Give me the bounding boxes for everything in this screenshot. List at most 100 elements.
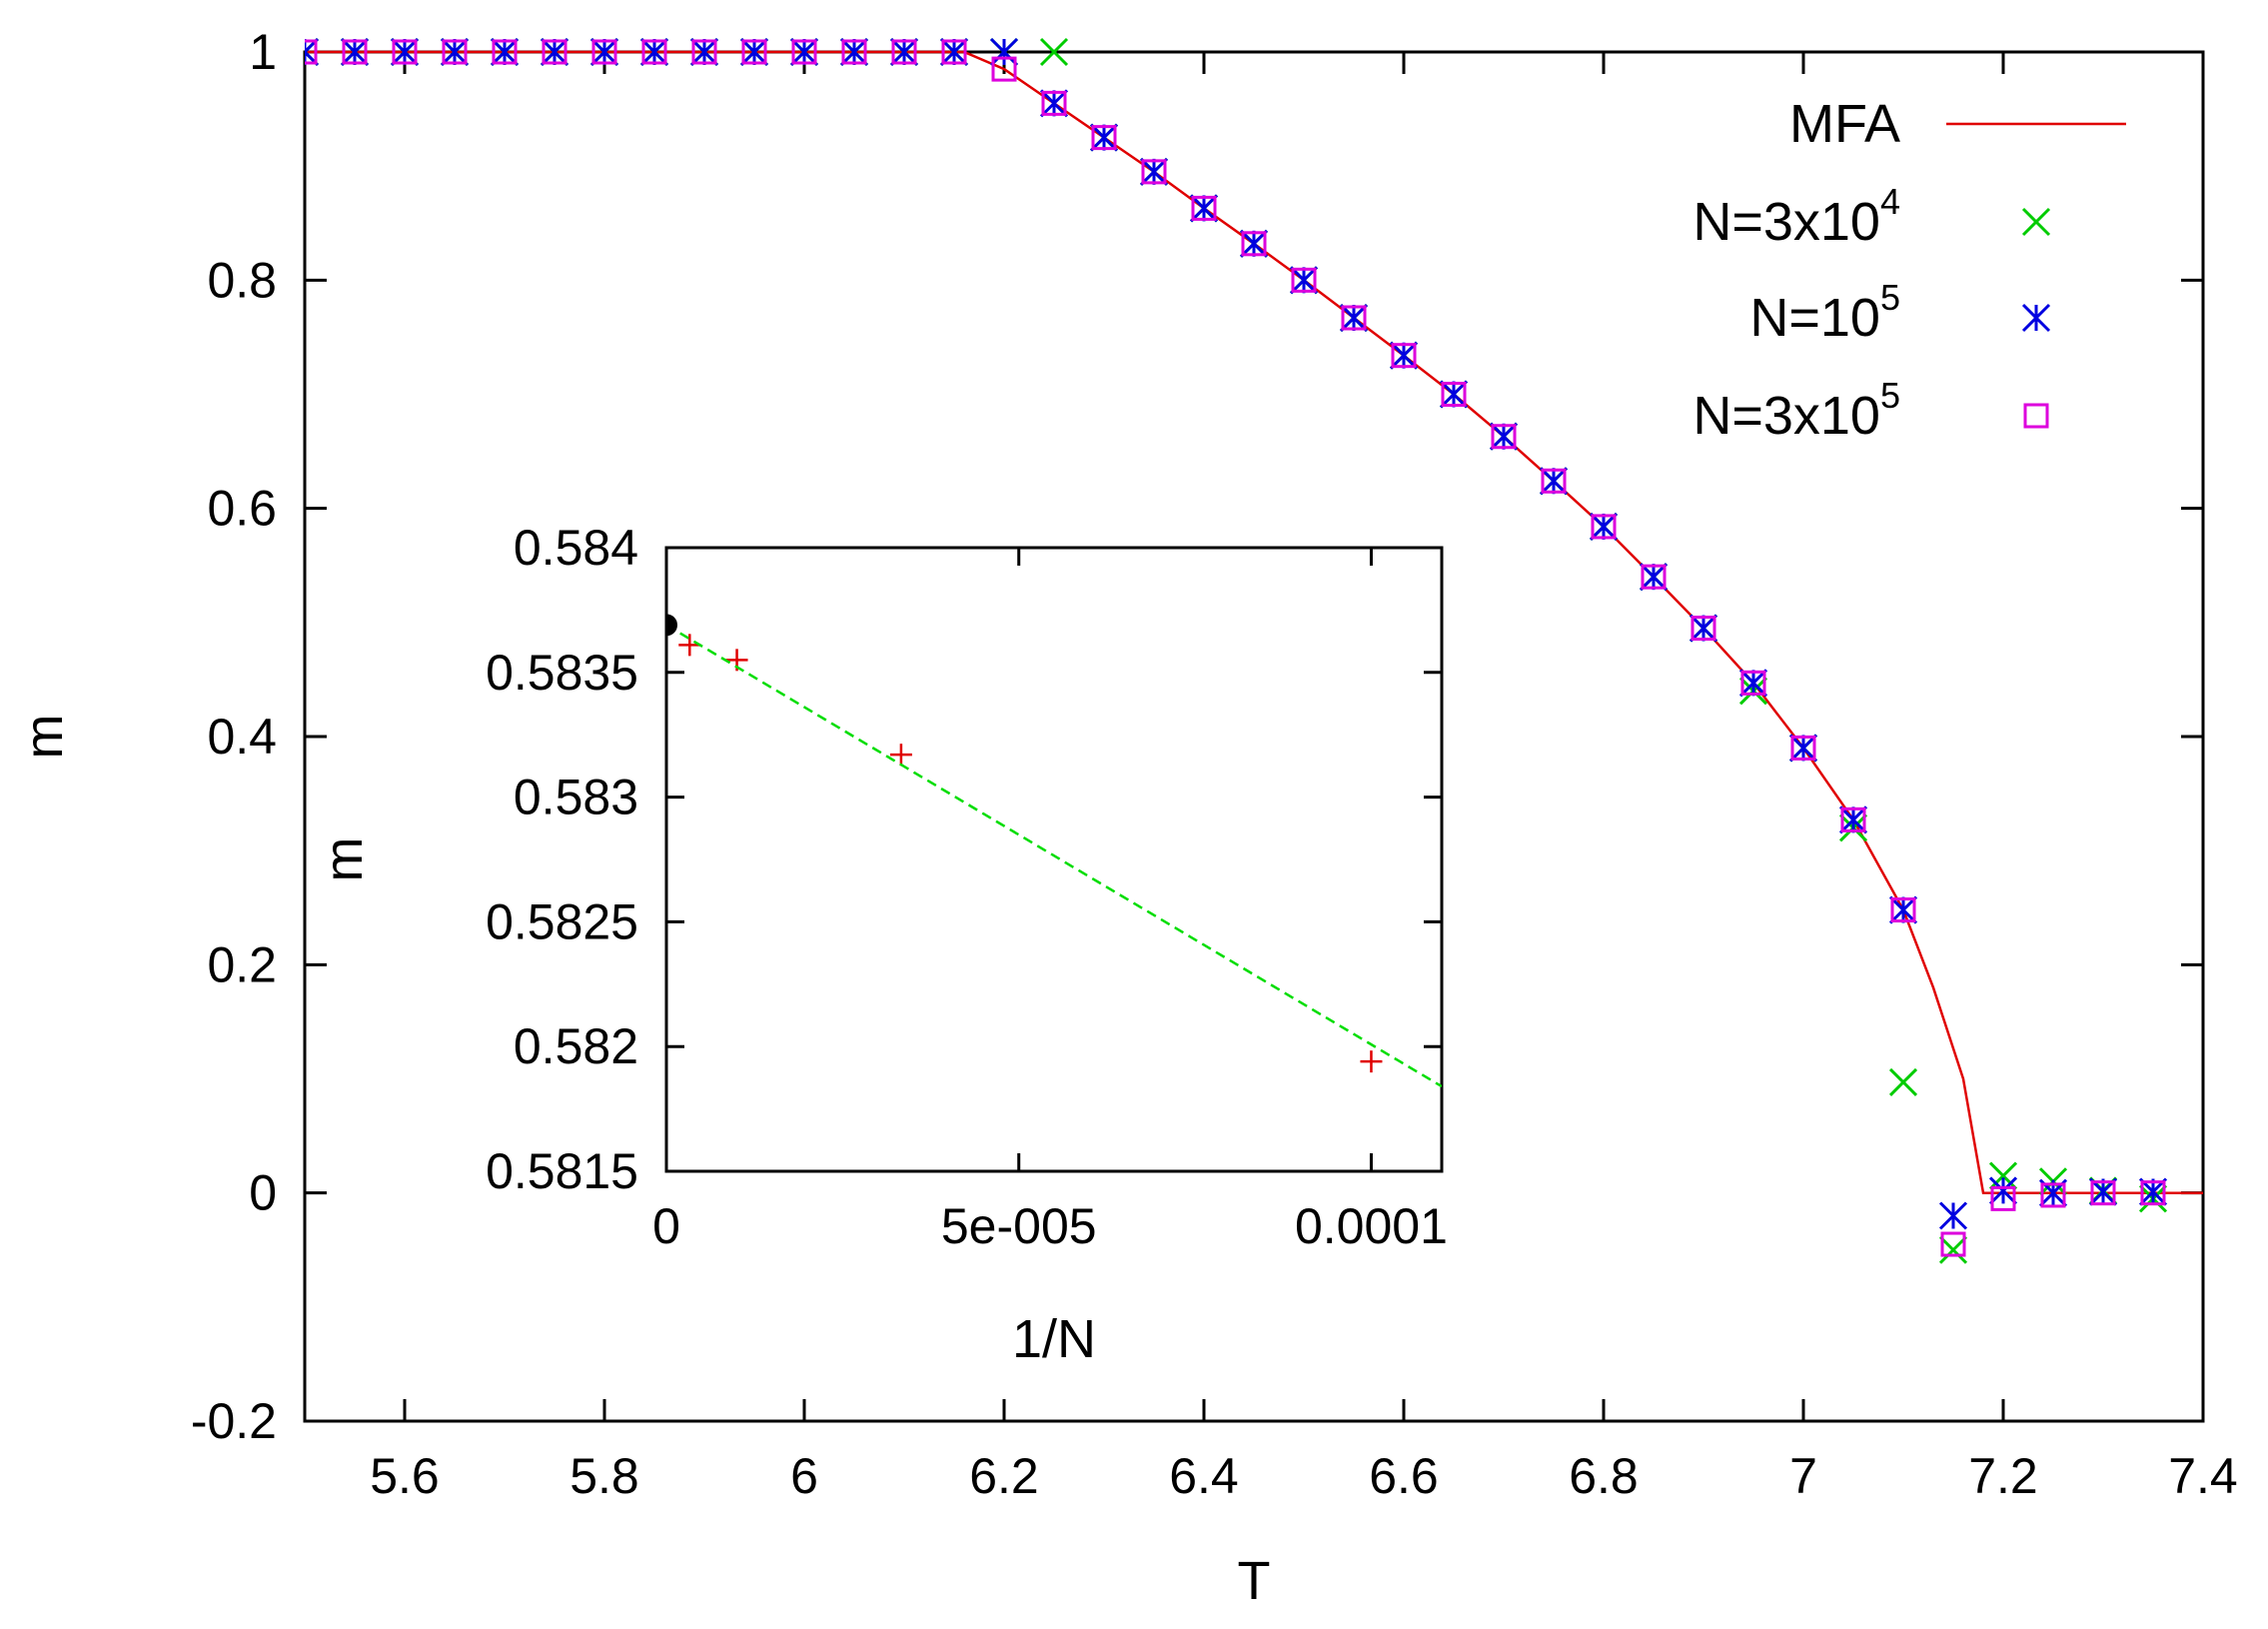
main-plot-point-stroke bbox=[305, 37, 320, 55]
main-plot-xtick-label: 6 bbox=[790, 1448, 818, 1504]
inset-plot-series-dashed-line bbox=[666, 624, 1442, 1088]
main-plot-point bbox=[305, 39, 318, 65]
main-plot-ytick-label: 0.4 bbox=[207, 709, 277, 765]
main-plot-series-square bbox=[305, 39, 2166, 1257]
main-plot-point bbox=[1139, 157, 1169, 186]
main-plot-point bbox=[1339, 303, 1369, 333]
inset-plot-ytick-label: 0.5825 bbox=[486, 893, 638, 949]
main-plot-point bbox=[1888, 895, 1918, 924]
main-plot-xtick-label: 7 bbox=[1789, 1448, 1817, 1504]
main-plot-point-stroke bbox=[305, 49, 320, 67]
main-plot-point bbox=[2040, 1182, 2066, 1208]
main-plot-point bbox=[941, 39, 967, 65]
inset-plot: 0 5e-005 0.0001 0.5815 0.582 0.5825 0.583 0.583… bbox=[314, 520, 1448, 1369]
main-plot-point bbox=[1988, 1161, 2018, 1190]
main-plot-point-stroke bbox=[1888, 1067, 1918, 1096]
main-plot-xtick-label: 5.6 bbox=[370, 1448, 440, 1504]
inset-plot-point bbox=[889, 744, 912, 767]
main-plot-point bbox=[1289, 266, 1319, 295]
main-plot-point bbox=[2090, 1180, 2116, 1206]
main-plot-point bbox=[1039, 89, 1069, 118]
main-plot-series-line bbox=[305, 50, 2203, 1194]
main-plot-series-line bbox=[305, 50, 2203, 1194]
main-plot-point bbox=[639, 37, 669, 67]
main-plot-ytick-label: 0.2 bbox=[207, 936, 277, 992]
main-plot-point bbox=[1189, 194, 1219, 223]
main-plot-point bbox=[739, 37, 769, 67]
main-plot-point bbox=[1838, 806, 1868, 834]
main-plot-point bbox=[1788, 734, 1818, 763]
legend-marker-sample bbox=[2021, 207, 2051, 237]
main-plot-point bbox=[442, 39, 468, 65]
main-plot-xtick-label: 6.4 bbox=[1169, 1448, 1239, 1504]
main-plot-ytick-label: 1 bbox=[249, 24, 277, 80]
main-plot-point bbox=[1539, 467, 1569, 496]
main-plot-point bbox=[1389, 341, 1419, 370]
main-plot-point bbox=[591, 39, 617, 65]
main-plot-point bbox=[741, 39, 767, 65]
main-plot-point bbox=[1191, 195, 1217, 221]
main-plot-point bbox=[1938, 1201, 1968, 1230]
inset-plot-point bbox=[666, 614, 677, 637]
main-plot-point bbox=[342, 39, 368, 65]
main-plot-point bbox=[1641, 564, 1667, 590]
main-plot: 5.6 5.8 6 6.2 6.4 6.6 6.8 7 7.2 7.4 -0.2 0 0.2 0.4 0.6… bbox=[14, 24, 2238, 1611]
main-plot-point bbox=[305, 37, 320, 67]
main-plot-point bbox=[1840, 807, 1866, 832]
main-plot-ytick-label: -0.2 bbox=[191, 1393, 277, 1449]
main-plot-xtick-label: 7.4 bbox=[2168, 1448, 2238, 1504]
main-plot-point bbox=[791, 39, 817, 65]
main-plot-point bbox=[1441, 382, 1467, 407]
legend-label-superscript: 4 bbox=[1880, 181, 1900, 222]
main-plot-point bbox=[939, 37, 969, 67]
main-plot-point bbox=[542, 39, 567, 65]
main-plot-point bbox=[1639, 563, 1669, 592]
inset-plot-ytick-label: 0.583 bbox=[514, 770, 638, 825]
main-plot-point bbox=[1940, 1231, 1966, 1257]
main-plot-point bbox=[1988, 1176, 2018, 1205]
main-plot-point bbox=[1091, 125, 1117, 151]
main-plot-point bbox=[340, 37, 370, 67]
legend-marker-sample-stroke bbox=[2021, 207, 2051, 237]
main-plot-point bbox=[1341, 305, 1367, 331]
main-plot-point bbox=[1241, 231, 1267, 257]
inset-plot-xtick-label: 0.0001 bbox=[1295, 1198, 1448, 1254]
main-plot-point bbox=[1391, 343, 1417, 369]
main-plot-point bbox=[1990, 1185, 2016, 1211]
main-plot-point bbox=[989, 37, 1019, 67]
main-plot-point bbox=[1489, 422, 1519, 451]
main-plot-point bbox=[440, 37, 470, 67]
main-plot-point bbox=[1239, 229, 1269, 258]
main-plot-point bbox=[1790, 735, 1816, 761]
main-plot-ytick-label: 0 bbox=[249, 1165, 277, 1221]
legend-label-text: N=3x10 bbox=[1693, 192, 1880, 252]
main-plot-point bbox=[1938, 1235, 1968, 1264]
main-plot-point bbox=[889, 37, 919, 67]
main-plot-point bbox=[1041, 90, 1067, 116]
main-plot-ytick-label: 0.8 bbox=[207, 252, 277, 308]
inset-plot-xtick-label: 0 bbox=[652, 1198, 680, 1254]
main-plot-point bbox=[841, 39, 867, 65]
main-plot-point bbox=[2140, 1180, 2166, 1206]
main-plot-point bbox=[1089, 123, 1119, 152]
main-plot-point bbox=[1591, 514, 1617, 540]
legend-label-text: N=10 bbox=[1749, 288, 1880, 348]
main-plot-point bbox=[1740, 670, 1766, 696]
legend-label-text: MFA bbox=[1789, 94, 1900, 154]
main-plot-point bbox=[1888, 1067, 1918, 1096]
inset-plot-series-plus bbox=[678, 634, 1383, 1073]
inset-plot-point bbox=[678, 634, 701, 657]
main-plot-point bbox=[1691, 616, 1716, 642]
inset-plot-xtick-label: 5e-005 bbox=[941, 1198, 1097, 1254]
main-plot-point bbox=[392, 39, 418, 65]
main-plot-point bbox=[1141, 159, 1167, 185]
main-plot-point bbox=[490, 37, 520, 67]
main-plot-point bbox=[492, 39, 518, 65]
main-plot-point bbox=[1738, 669, 1768, 698]
inset-plot-frame bbox=[664, 546, 1444, 1173]
legend-label: N=105 bbox=[1749, 277, 1900, 348]
inset-plot-x-axis-title: 1/N bbox=[1012, 1309, 1096, 1369]
main-plot-point-stroke bbox=[1938, 1235, 1968, 1264]
